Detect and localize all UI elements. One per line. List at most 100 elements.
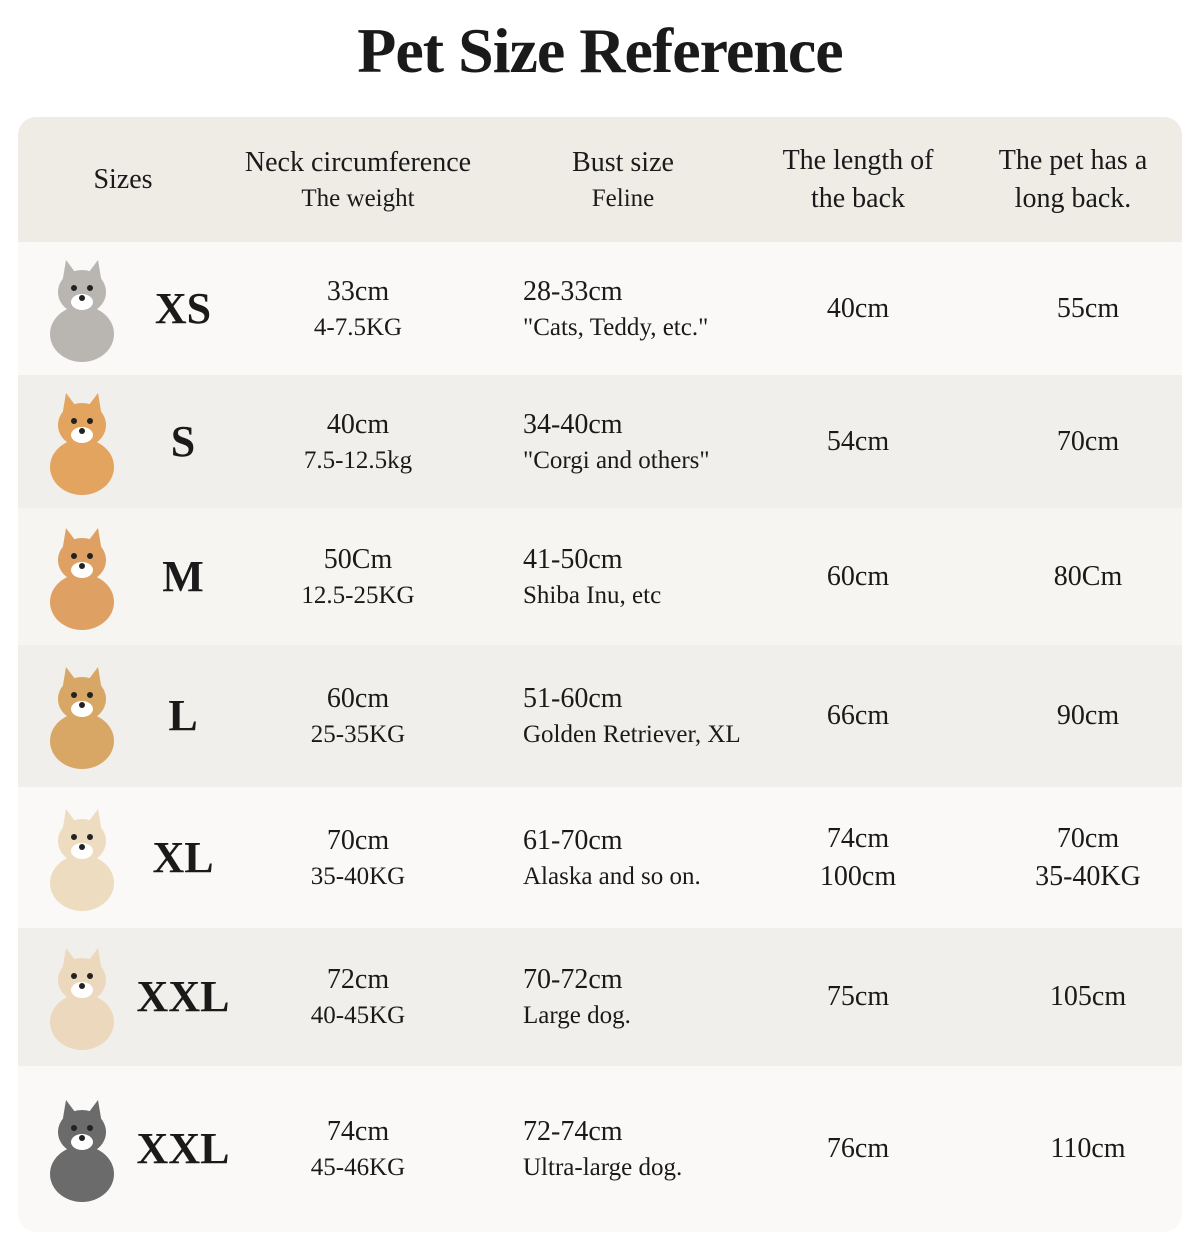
- bust-value: 70-72cm: [523, 964, 623, 996]
- pet-image: [50, 1100, 114, 1202]
- header-cell: The length of the back: [758, 117, 958, 242]
- table-row: M 50Cm 12.5-25KG 41-50cm Shiba Inu, etc 60cm 8…: [18, 508, 1182, 645]
- long-back-value: 55cm: [1056, 292, 1120, 324]
- bust-value: 34-40cm: [523, 408, 623, 440]
- neck-value: 74cm: [326, 1116, 390, 1148]
- bust-value: 28-33cm: [523, 275, 623, 307]
- pet-image: [50, 527, 114, 630]
- table-row: S 40cm 7.5-12.5kg 34-40cm "Corgi and others"…: [18, 375, 1182, 508]
- neck-value: 50Cm: [323, 543, 393, 575]
- breed-value: Large dog.: [523, 1002, 631, 1030]
- header-cell: The pet has a long back.: [978, 117, 1168, 242]
- bust-cell: 70-72cm Large dog.: [523, 928, 763, 1066]
- weight-value: 4-7.5KG: [313, 313, 403, 341]
- neck-cell: 50Cm 12.5-25KG: [238, 508, 478, 645]
- neck-cell: 60cm 25-35KG: [238, 645, 478, 787]
- size-label: S: [170, 416, 196, 466]
- back-cell: 75cm: [758, 928, 958, 1066]
- pet-image: [50, 808, 114, 911]
- back-value: 54cm: [826, 425, 890, 457]
- neck-cell: 70cm 35-40KG: [238, 787, 478, 928]
- bust-cell: 61-70cm Alaska and so on.: [523, 787, 763, 928]
- weight-value: 35-40KG: [310, 862, 406, 890]
- neck-value: 60cm: [326, 683, 390, 715]
- weight-value: 12.5-25KG: [301, 581, 415, 609]
- long-back-cell: 80Cm: [978, 508, 1182, 645]
- weight-value: 25-35KG: [310, 721, 406, 749]
- breed-value: "Cats, Teddy, etc.": [523, 313, 709, 341]
- pet-image: [50, 259, 114, 362]
- back-value: 66cm: [826, 700, 890, 732]
- size-label: XS: [154, 283, 212, 333]
- weight-value: 7.5-12.5kg: [303, 446, 413, 474]
- back-value: 74cm: [826, 822, 890, 854]
- bust-value: 51-60cm: [523, 683, 623, 715]
- back-value: 100cm: [819, 860, 897, 892]
- long-back-value: 110cm: [1050, 1133, 1126, 1165]
- header-label: Neck circumference: [244, 146, 472, 178]
- long-back-cell: 105cm: [978, 928, 1182, 1066]
- bust-cell: 28-33cm "Cats, Teddy, etc.": [523, 242, 763, 375]
- table-row: XS 33cm 4-7.5KG 28-33cm "Cats, Teddy, etc." 4…: [18, 242, 1182, 375]
- header-sub: The weight: [301, 184, 415, 212]
- back-value: 75cm: [826, 981, 890, 1013]
- long-back-value: 35-40KG: [1035, 860, 1141, 892]
- size-cell: XXL: [136, 928, 230, 1066]
- table-row: L 60cm 25-35KG 51-60cm Golden Retriever, XL 6…: [18, 645, 1182, 787]
- back-cell: 74cm 100cm: [758, 787, 958, 928]
- table-row: XL 70cm 35-40KG 61-70cm Alaska and so on. 74c…: [18, 787, 1182, 928]
- neck-value: 72cm: [326, 964, 390, 996]
- size-label: XXL: [136, 972, 230, 1022]
- size-label: M: [162, 551, 204, 601]
- header-label: Sizes: [93, 163, 153, 195]
- long-back-cell: 70cm: [978, 375, 1182, 508]
- bust-cell: 41-50cm Shiba Inu, etc: [523, 508, 763, 645]
- size-label: XL: [152, 832, 214, 882]
- table-row: XXL 74cm 45-46KG 72-74cm Ultra-large dog. 76c…: [18, 1066, 1182, 1232]
- back-value: 60cm: [826, 560, 890, 592]
- size-cell: M: [138, 508, 228, 645]
- long-back-cell: 55cm: [978, 242, 1182, 375]
- breed-value: Ultra-large dog.: [523, 1154, 683, 1182]
- breed-value: "Corgi and others": [523, 446, 710, 474]
- pet-image: [50, 948, 114, 1050]
- page-title: Pet Size Reference: [357, 15, 843, 86]
- breed-value: Alaska and so on.: [523, 862, 701, 890]
- back-value: 40cm: [826, 292, 890, 324]
- size-cell: S: [138, 375, 228, 508]
- back-cell: 60cm: [758, 508, 958, 645]
- back-value: 76cm: [826, 1133, 890, 1165]
- bust-value: 61-70cm: [523, 824, 623, 856]
- long-back-value: 70cm: [1056, 425, 1120, 457]
- long-back-value: 105cm: [1049, 981, 1127, 1013]
- long-back-value: 70cm: [1056, 822, 1120, 854]
- bust-value: 41-50cm: [523, 543, 623, 575]
- header-cell: Sizes: [58, 117, 188, 242]
- neck-cell: 74cm 45-46KG: [238, 1066, 478, 1232]
- header-sub: Feline: [591, 184, 655, 212]
- pet-image: [50, 667, 114, 769]
- back-cell: 66cm: [758, 645, 958, 787]
- bust-cell: 51-60cm Golden Retriever, XL: [523, 645, 763, 787]
- header-row: Sizes Neck circumference The weight Bust si…: [18, 117, 1182, 242]
- size-cell: XL: [138, 787, 228, 928]
- neck-value: 33cm: [326, 275, 390, 307]
- bust-cell: 34-40cm "Corgi and others": [523, 375, 763, 508]
- size-label: L: [168, 691, 198, 741]
- pet-image: [50, 392, 114, 495]
- size-cell: L: [138, 645, 228, 787]
- back-cell: 76cm: [758, 1066, 958, 1232]
- neck-value: 70cm: [326, 824, 390, 856]
- back-cell: 40cm: [758, 242, 958, 375]
- header-cell: Neck circumference The weight: [238, 117, 478, 242]
- bust-value: 72-74cm: [523, 1116, 623, 1148]
- long-back-value: 80Cm: [1053, 560, 1123, 592]
- long-back-value: 90cm: [1056, 700, 1120, 732]
- neck-cell: 33cm 4-7.5KG: [238, 242, 478, 375]
- header-label: The pet has a long back.: [998, 144, 1148, 214]
- header-label: The length of the back: [782, 144, 934, 214]
- table-row: XXL 72cm 40-45KG 70-72cm Large dog. 75cm 105cm: [18, 928, 1182, 1066]
- size-cell: XXL: [137, 1066, 230, 1232]
- long-back-cell: 110cm: [978, 1066, 1182, 1232]
